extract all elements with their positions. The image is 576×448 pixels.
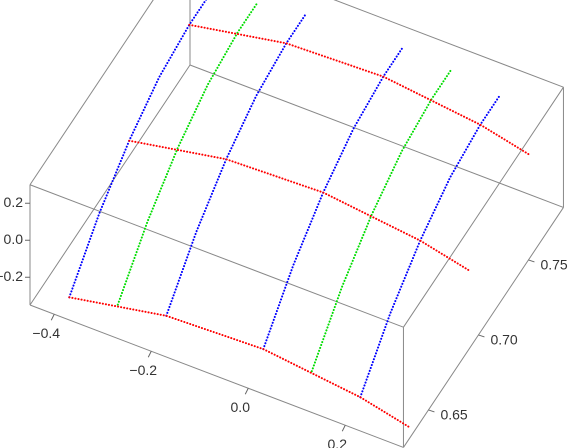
box-edge bbox=[189, 64, 564, 208]
x-tick-label: 0.0 bbox=[231, 399, 251, 415]
x-tick bbox=[147, 351, 152, 358]
y-tick bbox=[528, 259, 535, 263]
curve bbox=[165, 12, 308, 317]
box-edge bbox=[29, 184, 404, 328]
z-tick-label: 0.0 bbox=[4, 231, 24, 247]
x-tick bbox=[50, 314, 55, 321]
curve bbox=[310, 67, 453, 373]
x-tick-label: 0.2 bbox=[328, 436, 348, 448]
box-edge bbox=[333, 0, 564, 88]
curve bbox=[262, 45, 405, 351]
z-tick-label: 0.2 bbox=[4, 194, 24, 210]
x-tick bbox=[341, 425, 346, 432]
x-tick bbox=[244, 388, 249, 395]
box-edge bbox=[403, 86, 564, 328]
box-edge bbox=[29, 0, 154, 186]
box-edge bbox=[403, 207, 564, 448]
curve bbox=[128, 139, 470, 272]
curve bbox=[188, 23, 530, 156]
y-tick-label: 0.70 bbox=[490, 332, 517, 348]
curve bbox=[116, 1, 259, 306]
curve bbox=[359, 93, 502, 399]
box-edge bbox=[29, 304, 404, 448]
y-tick-label: 0.75 bbox=[540, 257, 567, 273]
y-tick bbox=[478, 334, 485, 338]
x-tick-label: −0.4 bbox=[32, 325, 60, 341]
y-tick bbox=[428, 409, 435, 413]
curve bbox=[68, 0, 208, 299]
y-tick-label: 0.65 bbox=[440, 407, 467, 423]
box-edge bbox=[29, 64, 191, 306]
x-tick-label: −0.2 bbox=[129, 362, 157, 378]
z-tick-label: −0.2 bbox=[0, 268, 23, 284]
curve bbox=[68, 296, 410, 428]
